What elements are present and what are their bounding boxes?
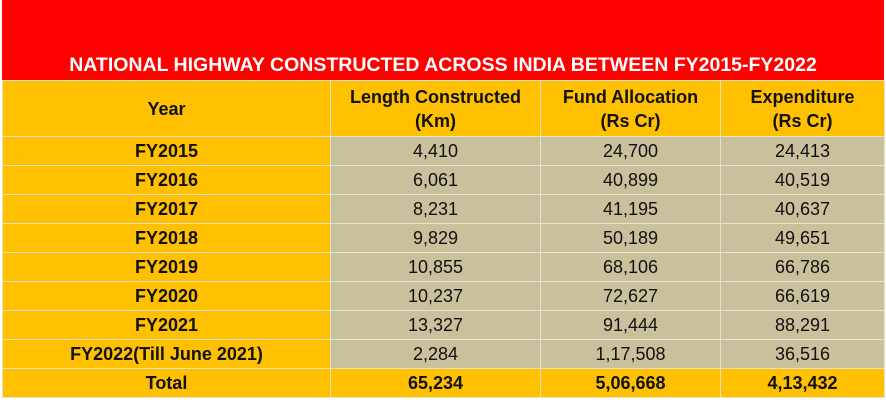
header-expenditure: Expenditure (Rs Cr) — [720, 80, 885, 137]
expenditure-cell: 66,786 — [720, 252, 885, 282]
table-row: FY2018 9,829 50,189 49,651 — [2, 223, 885, 253]
header-fund-line1: Fund Allocation — [562, 86, 699, 107]
year-cell: FY2018 — [2, 223, 331, 253]
table-row: FY2015 4,410 24,700 24,413 — [2, 136, 885, 166]
expenditure-cell: 49,651 — [720, 223, 885, 253]
fund-cell: 24,700 — [540, 136, 721, 166]
header-year-label: Year — [147, 98, 186, 119]
length-cell: 13,327 — [330, 310, 541, 340]
table-row: FY2020 10,237 72,627 66,619 — [2, 281, 885, 311]
header-exp-line1: Expenditure — [750, 86, 855, 107]
length-cell: 10,855 — [330, 252, 541, 282]
header-length: Length Constructed (Km) — [330, 80, 541, 137]
year-cell: FY2015 — [2, 136, 331, 166]
fund-cell: 41,195 — [540, 194, 721, 224]
fund-cell: 40,899 — [540, 165, 721, 195]
fund-cell: 1,17,508 — [540, 339, 721, 369]
header-fund: Fund Allocation (Rs Cr) — [540, 80, 721, 137]
expenditure-cell: 36,516 — [720, 339, 885, 369]
header-length-line2: (Km) — [415, 110, 456, 131]
year-cell: FY2020 — [2, 281, 331, 311]
length-cell: 2,284 — [330, 339, 541, 369]
length-cell: 9,829 — [330, 223, 541, 253]
table-row: FY2019 10,855 68,106 66,786 — [2, 252, 885, 282]
header-exp-line2: (Rs Cr) — [772, 110, 833, 131]
data-table: Year Length Constructed (Km) Fund Allocat… — [2, 80, 885, 398]
length-cell: 10,237 — [330, 281, 541, 311]
year-cell: FY2017 — [2, 194, 331, 224]
expenditure-cell: 24,413 — [720, 136, 885, 166]
expenditure-cell: 88,291 — [720, 310, 885, 340]
header-year: Year — [2, 80, 331, 137]
table-row: FY2021 13,327 91,444 88,291 — [2, 310, 885, 340]
total-row: Total 65,234 5,06,668 4,13,432 — [2, 368, 885, 398]
expenditure-cell: 66,619 — [720, 281, 885, 311]
header-fund-line2: (Rs Cr) — [600, 110, 661, 131]
header-row: Year Length Constructed (Km) Fund Allocat… — [2, 80, 885, 137]
title-band — [2, 0, 884, 80]
table-row: FY2022(Till June 2021) 2,284 1,17,508 36,51… — [2, 339, 885, 369]
length-cell: 65,234 — [330, 368, 541, 398]
length-cell: 8,231 — [330, 194, 541, 224]
fund-cell: 91,444 — [540, 310, 721, 340]
year-cell: FY2021 — [2, 310, 331, 340]
fund-cell: 72,627 — [540, 281, 721, 311]
table-row: FY2017 8,231 41,195 40,637 — [2, 194, 885, 224]
fund-cell: 68,106 — [540, 252, 721, 282]
fund-cell: 5,06,668 — [540, 368, 721, 398]
expenditure-cell: 4,13,432 — [720, 368, 885, 398]
year-cell: Total — [2, 368, 331, 398]
expenditure-cell: 40,637 — [720, 194, 885, 224]
table-title: NATIONAL HIGHWAY CONSTRUCTED ACROSS INDI… — [69, 54, 817, 76]
year-cell: FY2016 — [2, 165, 331, 195]
length-cell: 4,410 — [330, 136, 541, 166]
length-cell: 6,061 — [330, 165, 541, 195]
expenditure-cell: 40,519 — [720, 165, 885, 195]
year-cell: FY2019 — [2, 252, 331, 282]
header-length-line1: Length Constructed — [350, 86, 521, 107]
table-row: FY2016 6,061 40,899 40,519 — [2, 165, 885, 195]
year-cell: FY2022(Till June 2021) — [2, 339, 331, 369]
fund-cell: 50,189 — [540, 223, 721, 253]
